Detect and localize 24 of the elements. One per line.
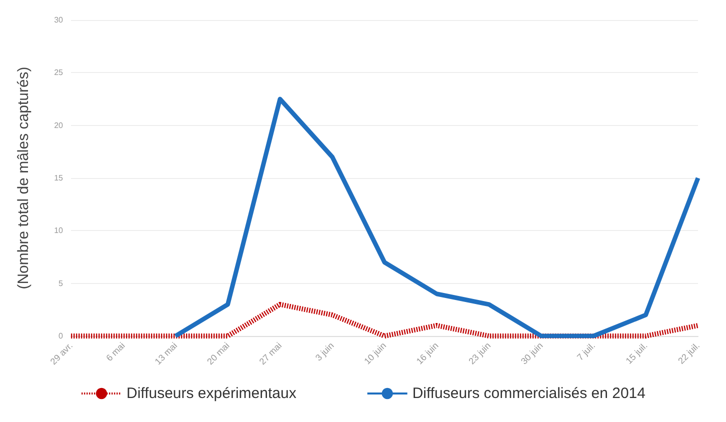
x-tick-label: 13 mai: [152, 340, 180, 367]
y-tick-label: 10: [54, 226, 64, 236]
x-tick-label: 27 mai: [257, 340, 284, 367]
x-tick-label: 30 juin: [518, 340, 545, 366]
x-tick-label: 15 juil.: [624, 340, 650, 366]
x-tick-label: 22 juil.: [676, 340, 702, 366]
legend-label: Diffuseurs commercialisés en 2014: [412, 385, 646, 402]
x-tick-label: 23 juin: [466, 340, 493, 366]
x-tick-label: 3 juin: [314, 340, 336, 363]
y-axis-title: (Nombre total de mâles capturés): [15, 66, 32, 290]
y-tick-label: 30: [54, 16, 64, 24]
y-tick-label: 15: [54, 174, 64, 182]
y-tick-label: 25: [54, 68, 64, 78]
y-tick-label: 0: [58, 332, 64, 340]
legend-label: Diffuseurs expérimentaux: [126, 385, 297, 402]
x-tick-label: 16 juin: [414, 340, 440, 366]
x-tick-label: 7 juil.: [575, 340, 598, 362]
x-tick-label: 6 mai: [104, 340, 127, 364]
y-tick-label: 5: [58, 278, 64, 288]
y-tick-label: 20: [54, 120, 64, 130]
x-tick-label: 10 juin: [362, 340, 388, 366]
line-series: [173, 96, 700, 338]
x-tick-label: 20 mai: [205, 340, 232, 367]
x-tick-label: 29 avr.: [48, 340, 75, 367]
